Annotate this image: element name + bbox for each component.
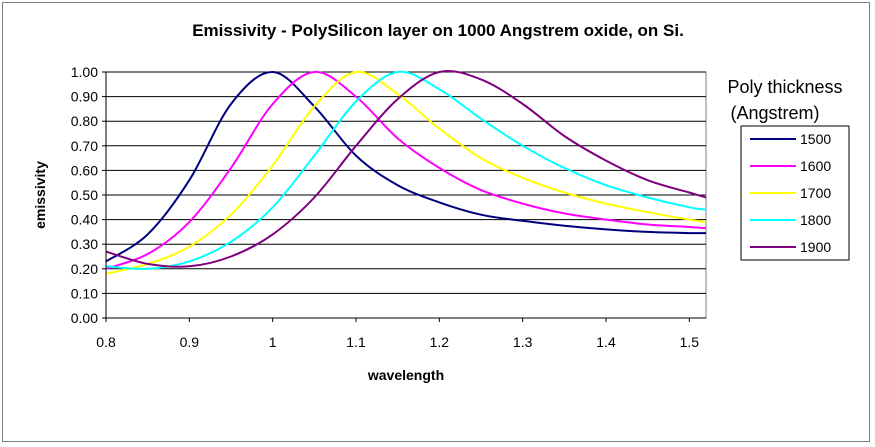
legend-label-1500: 1500 (800, 131, 831, 147)
legend-label-1700: 1700 (800, 185, 831, 201)
legend-label-1800: 1800 (800, 212, 831, 228)
x-tick-label: 1.2 (430, 334, 450, 350)
x-tick-labels: 0.8 0.9 1 1.1 1.2 1.3 1.4 1.5 (96, 318, 699, 350)
x-tick-label: 1.5 (680, 334, 700, 350)
y-tick-label: 0.90 (71, 89, 98, 105)
legend-title-line1: Poly thickness (727, 77, 842, 97)
chart-title: Emissivity - PolySilicon layer on 1000 A… (192, 21, 684, 40)
series-line-1700 (105, 70, 707, 275)
y-tick-label: 1.00 (71, 64, 98, 80)
y-axis-label: emissivity (32, 161, 48, 229)
x-tick-label: 0.9 (180, 334, 200, 350)
y-tick-label: 0.60 (71, 162, 98, 178)
series-line-1800 (105, 70, 707, 270)
legend: 1500 1600 1700 1800 1900 (750, 131, 831, 255)
legend-label-1600: 1600 (800, 158, 831, 174)
y-tick-label: 0.80 (71, 113, 98, 129)
x-tick-label: 1.1 (346, 334, 366, 350)
series-lines (105, 70, 707, 275)
legend-label-1900: 1900 (800, 239, 831, 255)
x-tick-label: 1 (269, 334, 277, 350)
series-line-1900 (105, 70, 707, 268)
y-tick-label: 0.20 (71, 261, 98, 277)
y-tick-label: 0.10 (71, 285, 98, 301)
series-line-1600 (105, 70, 707, 270)
y-tick-labels: 0.00 0.10 0.20 0.30 0.40 0.50 0.60 0.70 0.80 0.90… (71, 64, 106, 326)
x-tick-label: 0.8 (96, 334, 116, 350)
y-tick-label: 0.30 (71, 236, 98, 252)
series-line-1500 (105, 70, 707, 263)
x-tick-label: 1.4 (596, 334, 616, 350)
x-axis-label: wavelength (367, 367, 444, 383)
y-tick-label: 0.00 (71, 310, 98, 326)
y-tick-label: 0.40 (71, 212, 98, 228)
y-tick-label: 0.70 (71, 138, 98, 154)
x-tick-label: 1.3 (513, 334, 533, 350)
legend-title-line2: (Angstrem) (730, 103, 819, 123)
y-tick-label: 0.50 (71, 187, 98, 203)
